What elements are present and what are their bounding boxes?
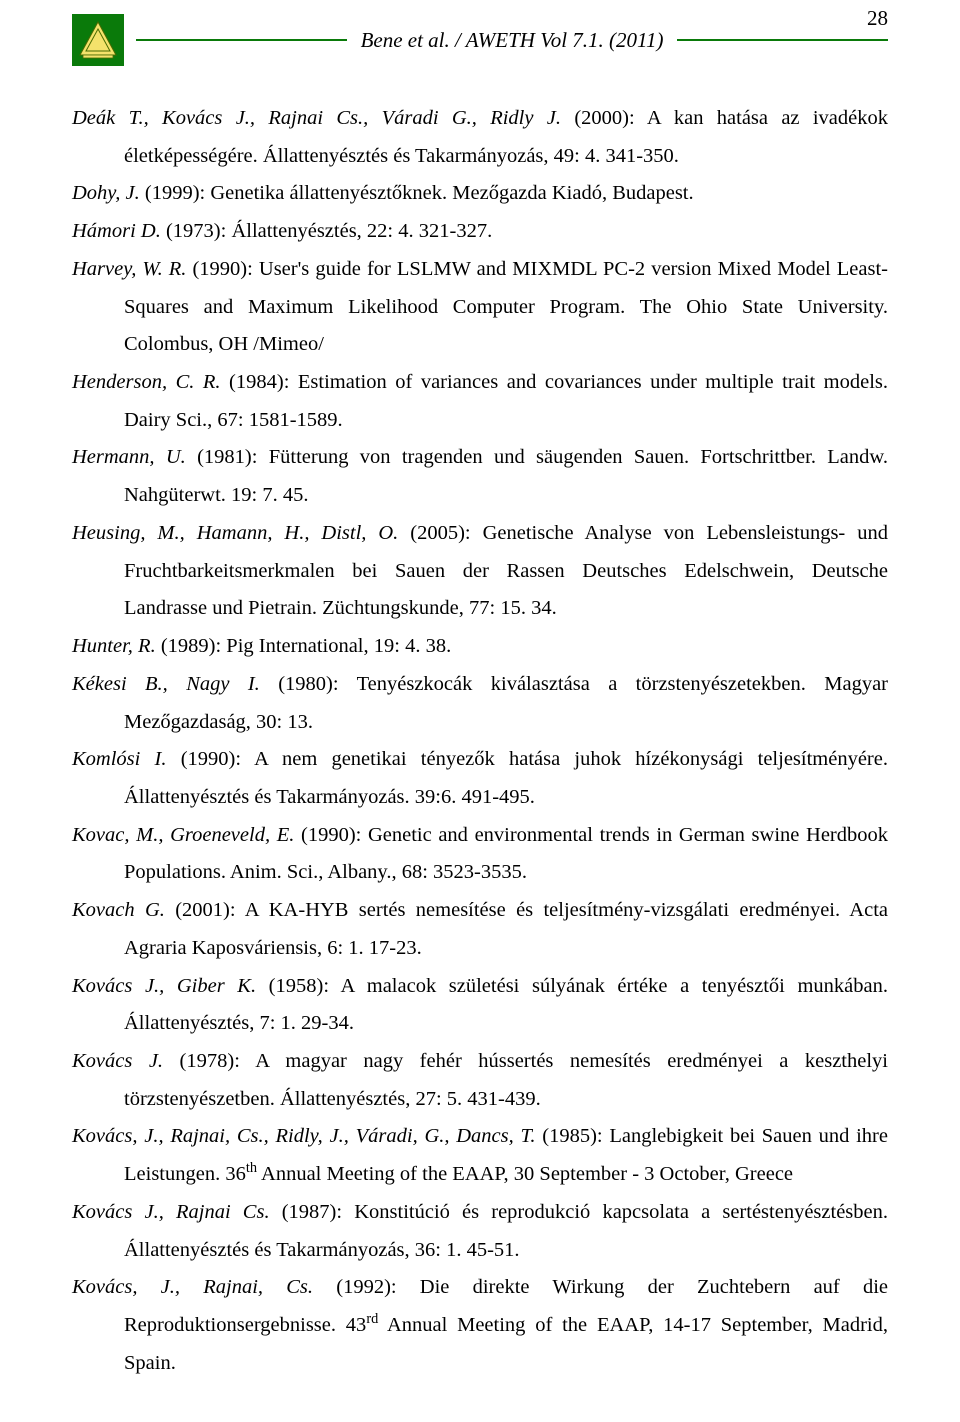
reference-authors: Kovács J., Giber K. — [72, 975, 256, 997]
reference-entry: Komlósi I. (1990): A nem genetikai ténye… — [72, 741, 888, 816]
header-rule-left — [136, 39, 347, 41]
running-header: Bene et al. / AWETH Vol 7.1. (2011) — [72, 0, 888, 72]
reference-entry: Heusing, M., Hamann, H., Distl, O. (2005… — [72, 515, 888, 628]
reference-authors: Harvey, W. R. — [72, 258, 186, 280]
reference-text: (1989): Pig International, 19: 4. 38. — [156, 635, 452, 657]
reference-entry: Dohy, J. (1999): Genetika állattenyésztő… — [72, 175, 888, 213]
reference-authors: Deák T., Kovács J., Rajnai Cs., Váradi G… — [72, 107, 561, 129]
page-number: 28 — [867, 6, 888, 31]
reference-entry: Kovács J., Giber K. (1958): A malacok sz… — [72, 968, 888, 1043]
reference-authors: Hunter, R. — [72, 635, 156, 657]
reference-text: (1990): A nem genetikai tényezők hatása … — [124, 748, 888, 808]
reference-authors: Kovács, J., Rajnai, Cs., Ridly, J., Vára… — [72, 1125, 536, 1147]
reference-authors: Komlósi I. — [72, 748, 167, 770]
reference-text: (1999): Genetika állattenyésztőknek. Mez… — [140, 182, 694, 204]
reference-entry: Kovács, J., Rajnai, Cs., Ridly, J., Vára… — [72, 1118, 888, 1193]
reference-text: (1973): Állattenyésztés, 22: 4. 321-327. — [161, 220, 492, 242]
header-rule-right — [677, 39, 888, 41]
reference-entry: Hermann, U. (1981): Fütterung von tragen… — [72, 439, 888, 514]
reference-text: (1978): A magyar nagy fehér hússertés ne… — [124, 1050, 888, 1110]
reference-entry: Kovac, M., Groeneveld, E. (1990): Geneti… — [72, 817, 888, 892]
reference-entry: Kékesi B., Nagy I. (1980): Tenyészkocák … — [72, 666, 888, 741]
reference-entry: Henderson, C. R. (1984): Estimation of v… — [72, 364, 888, 439]
reference-authors: Hermann, U. — [72, 446, 186, 468]
reference-entry: Kovács J. (1978): A magyar nagy fehér hú… — [72, 1043, 888, 1118]
reference-authors: Hámori D. — [72, 220, 161, 242]
header-rule-wrap: Bene et al. / AWETH Vol 7.1. (2011) — [136, 28, 888, 53]
ordinal-superscript: rd — [366, 1311, 378, 1327]
reference-entry: Kovács J., Rajnai Cs. (1987): Konstitúci… — [72, 1194, 888, 1269]
reference-entry: Kovács, J., Rajnai, Cs. (1992): Die dire… — [72, 1269, 888, 1382]
reference-authors: Henderson, C. R. — [72, 371, 221, 393]
reference-authors: Kovács J., Rajnai Cs. — [72, 1201, 270, 1223]
reference-authors: Kovac, M., Groeneveld, E. — [72, 824, 294, 846]
running-title: Bene et al. / AWETH Vol 7.1. (2011) — [361, 28, 664, 53]
reference-text: (2001): A KA-HYB sertés nemesítése és te… — [124, 899, 888, 959]
reference-entry: Harvey, W. R. (1990): User's guide for L… — [72, 251, 888, 364]
reference-text-cont: Annual Meeting of the EAAP, 30 September… — [257, 1163, 793, 1185]
reference-authors: Kékesi B., Nagy I. — [72, 673, 260, 695]
reference-text: (1984): Estimation of variances and cova… — [124, 371, 888, 431]
reference-text: (1990): User's guide for LSLMW and MIXMD… — [124, 258, 888, 355]
journal-logo-icon — [72, 14, 124, 66]
ordinal-superscript: th — [246, 1160, 257, 1176]
reference-authors: Kovach G. — [72, 899, 165, 921]
reference-entry: Hámori D. (1973): Állattenyésztés, 22: 4… — [72, 213, 888, 251]
reference-entry: Hunter, R. (1989): Pig International, 19… — [72, 628, 888, 666]
references-list: Deák T., Kovács J., Rajnai Cs., Váradi G… — [72, 100, 888, 1382]
reference-authors: Kovács J. — [72, 1050, 163, 1072]
page: 28 Bene et al. / AWETH Vol 7.1. (2011) D… — [0, 0, 960, 1422]
reference-entry: Kovach G. (2001): A KA-HYB sertés nemesí… — [72, 892, 888, 967]
reference-entry: Deák T., Kovács J., Rajnai Cs., Váradi G… — [72, 100, 888, 175]
reference-authors: Dohy, J. — [72, 182, 140, 204]
reference-authors: Kovács, J., Rajnai, Cs. — [72, 1276, 313, 1298]
reference-text: (1981): Fütterung von tragenden und säug… — [124, 446, 888, 506]
reference-authors: Heusing, M., Hamann, H., Distl, O. — [72, 522, 398, 544]
